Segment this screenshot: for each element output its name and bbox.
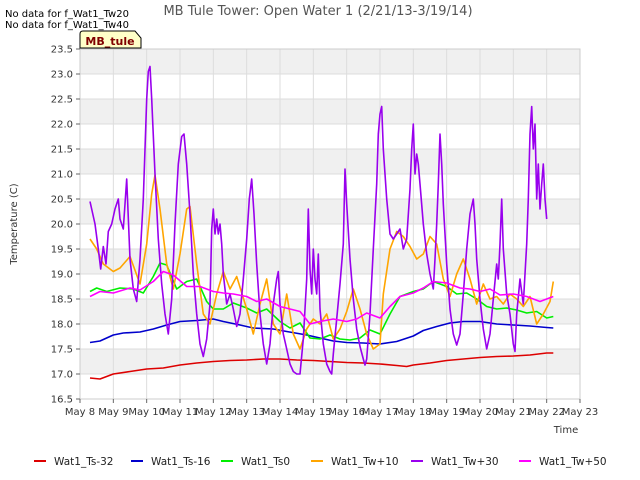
plot-band [80,99,580,124]
y-tick-label: 17.0 [51,370,73,381]
y-tick-label: 19.0 [51,270,73,281]
legend-label-wat1-tw-10: Wat1_Tw+10 [331,456,399,468]
x-tick-label: May 15 [295,407,332,418]
y-tick-label: 23.0 [51,70,73,81]
y-tick-label: 18.5 [51,295,73,306]
series-line-wat1-tw-10 [89,174,555,350]
y-tick-label: 22.0 [51,120,73,131]
y-tick-label: 20.5 [51,195,73,206]
y-tick-label: 20.0 [51,220,73,231]
legend-label-wat1-ts-16: Wat1_Ts-16 [151,456,211,468]
plot-band [80,199,580,224]
y-tick-label: 16.5 [51,395,73,406]
y-tick-label: 19.5 [51,245,73,256]
gridlines [79,48,581,400]
x-tick-label: May 18 [395,407,432,418]
legend-label-wat1-ts0: Wat1_Ts0 [241,456,290,468]
y-axis-ticks: 16.5 17.0 17.5 18.0 18.5 19.0 19.5 20.0 20.5 21.0… [51,45,80,406]
y-tick-label: 21.0 [51,170,73,181]
site-label: MB_tule [85,35,134,48]
y-tick-label: 22.5 [51,95,73,106]
y-tick-label: 18.0 [51,320,73,331]
legend-label-wat1-ts-32: Wat1_Ts-32 [54,456,114,468]
series-line-wat1-ts-32 [89,352,554,380]
y-tick-label: 21.5 [51,145,73,156]
y-axis-title: Temperature (C) [9,183,20,265]
x-tick-label: May 17 [362,407,399,418]
series-line-wat1-tw-30 [89,65,548,375]
x-tick-label: May 10 [128,407,165,418]
legend-label-wat1-tw-30: Wat1_Tw+30 [431,456,499,468]
series-lines [89,65,555,380]
x-tick-label: May 12 [195,407,232,418]
x-tick-label: May 23 [562,407,599,418]
legend-label-wat1-tw-50: Wat1_Tw+50 [539,456,607,468]
legend: Wat1_Ts-32 Wat1_Ts-16 Wat1_Ts0 Wat1_Tw+10 Wa… [34,456,607,468]
series-line-wat1-tw-50 [89,270,554,325]
no-data-message-1: No data for f_Wat1_Tw20 [5,9,129,20]
x-tick-label: May 14 [262,407,299,418]
y-tick-label: 17.5 [51,345,73,356]
x-tick-label: May 13 [228,407,265,418]
x-tick-label: May 16 [328,407,365,418]
x-tick-label: May 8 [65,407,95,418]
x-tick-label: May 20 [462,407,499,418]
x-tick-label: May 9 [98,407,128,418]
x-axis-title: Time [553,425,578,436]
plot-band [80,149,580,174]
site-label-box: MB_tule [79,30,142,49]
chart-title: MB Tule Tower: Open Water 1 (2/21/13-3/1… [163,4,472,19]
x-tick-label: May 22 [528,407,565,418]
x-tick-label: May 11 [162,407,199,418]
plot-band [80,49,580,74]
x-tick-label: May 21 [495,407,532,418]
y-tick-label: 23.5 [51,45,73,56]
series-line-wat1-ts-16 [89,318,554,345]
no-data-message-2: No data for f_Wat1_Tw40 [5,20,129,31]
x-tick-label: May 19 [428,407,465,418]
